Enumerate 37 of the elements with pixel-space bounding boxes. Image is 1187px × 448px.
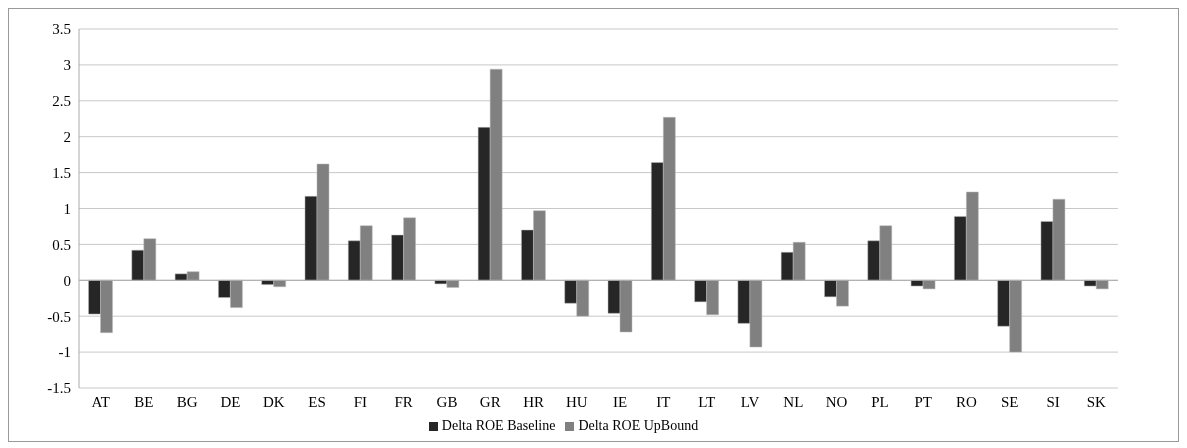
x-tick-label: GR (479, 393, 501, 410)
x-tick-label: SI (1046, 393, 1060, 410)
x-tick-label: HU (566, 393, 588, 410)
y-tick-label: -1.5 (47, 380, 71, 397)
x-tick-label: LT (698, 393, 716, 410)
x-tick-label: FR (394, 393, 413, 410)
legend-label: Delta ROE UpBound (578, 418, 699, 433)
y-tick-label: 3.5 (52, 21, 71, 38)
y-tick-label: -1 (58, 344, 71, 361)
y-tick-label: 1 (63, 200, 71, 217)
x-tick-label: HR (523, 393, 544, 410)
x-tick-label: FI (353, 393, 368, 410)
x-tick-label: PL (871, 393, 889, 410)
x-tick-label: IT (656, 393, 671, 410)
y-tick-label: -0.5 (47, 308, 71, 325)
x-tick-label: DK (262, 393, 285, 410)
x-tick-label: IE (613, 393, 628, 410)
y-tick-label: 2 (63, 129, 71, 146)
legend-label: Delta ROE Baseline (441, 418, 556, 433)
x-tick-label: BE (134, 393, 154, 410)
x-tick-label: BG (176, 393, 198, 410)
x-tick-label: AT (91, 393, 110, 410)
x-tick-label: DE (220, 393, 241, 410)
x-tick-label: ES (308, 393, 326, 410)
y-tick-label: 3 (63, 57, 71, 74)
x-tick-label: SK (1086, 393, 1107, 410)
x-tick-label: PT (914, 393, 932, 410)
y-tick-label: 0.5 (52, 236, 71, 253)
x-tick-label: SE (1001, 393, 1019, 410)
x-tick-label: NL (783, 393, 804, 410)
y-tick-label: 0 (63, 272, 71, 289)
y-tick-label: 2.5 (52, 93, 71, 110)
x-tick-label: GB (436, 393, 458, 410)
x-tick-label: LV (740, 393, 760, 410)
x-tick-label: NO (825, 393, 848, 410)
y-tick-label: 1.5 (52, 164, 71, 181)
x-tick-label: RO (956, 393, 978, 410)
